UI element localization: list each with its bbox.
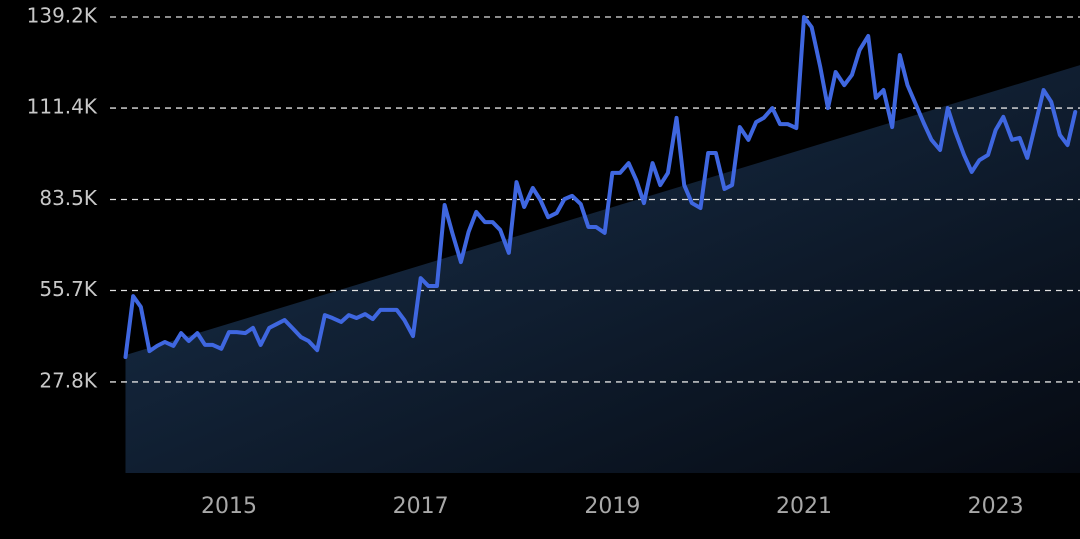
x-tick-label: 2021	[776, 494, 832, 519]
trend-area	[125, 65, 1080, 473]
y-tick-label: 27.8K	[39, 368, 98, 392]
y-tick-label: 55.7K	[39, 277, 98, 301]
data-line	[123, 15, 1078, 360]
x-tick-label: 2023	[968, 494, 1024, 519]
y-tick-label: 111.4K	[27, 95, 98, 119]
y-tick-label: 83.5K	[39, 186, 98, 210]
x-tick-label: 2017	[393, 494, 449, 519]
x-tick-label: 2015	[201, 494, 257, 519]
y-tick-label: 139.2K	[27, 4, 98, 28]
x-tick-label: 2019	[584, 494, 640, 519]
